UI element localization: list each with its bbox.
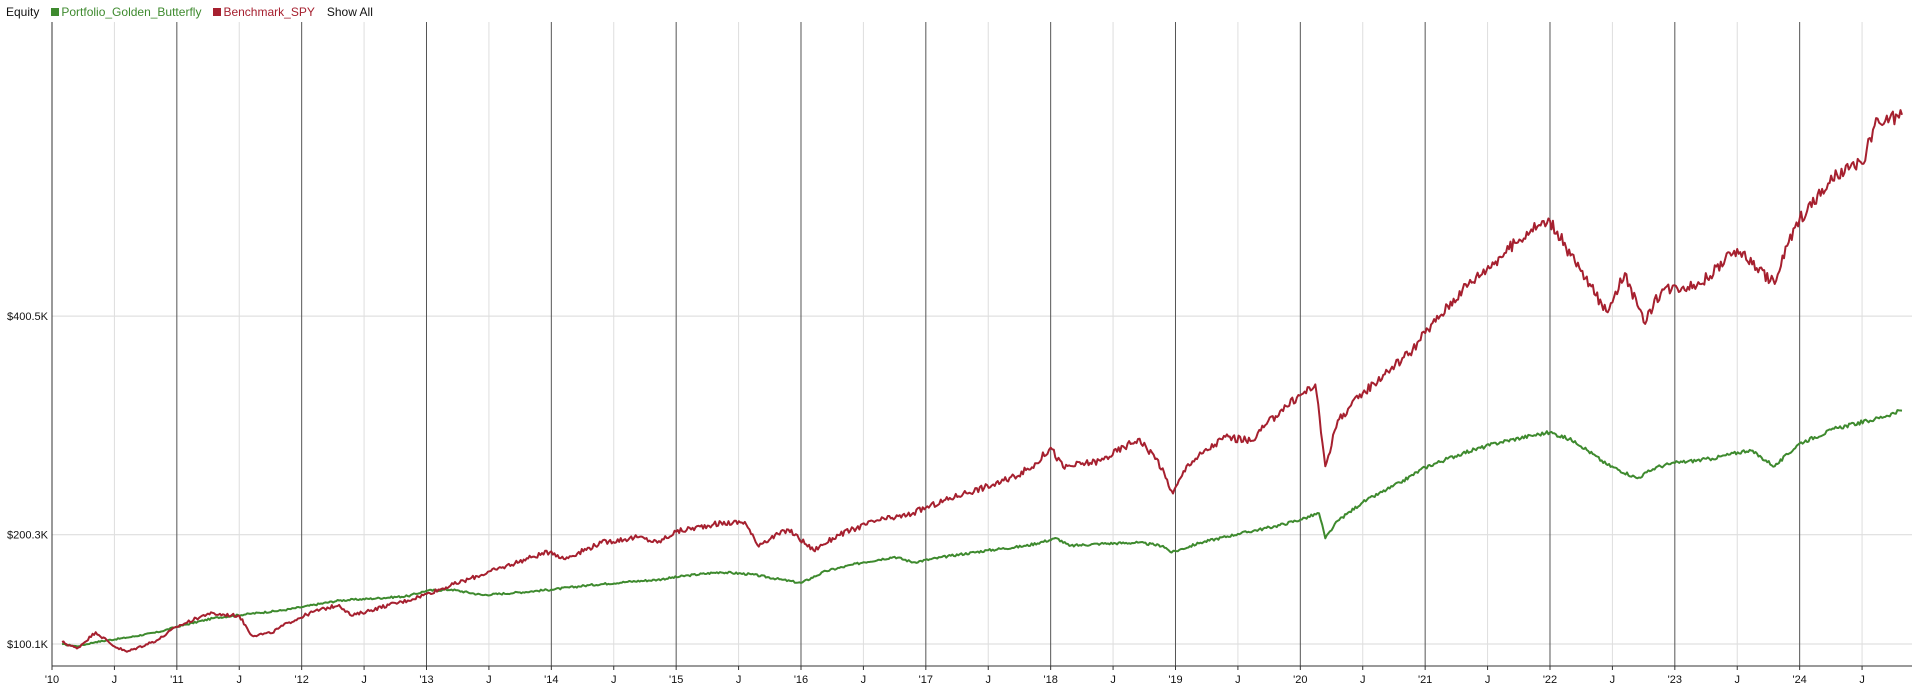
x-tick-label: '22 <box>1543 674 1557 686</box>
series-line-portfolio <box>61 409 1903 648</box>
x-tick-label: '10 <box>45 674 59 686</box>
x-tick-label: '13 <box>419 674 433 686</box>
x-tick-label: J <box>736 674 742 686</box>
legend-label-benchmark: Benchmark_SPY <box>223 5 315 19</box>
y-tick-label: $200.3K <box>7 530 49 542</box>
x-tick-label: J <box>1610 674 1616 686</box>
x-tick-label: J <box>861 674 867 686</box>
x-tick-label: '21 <box>1418 674 1432 686</box>
x-tick-label: '14 <box>544 674 558 686</box>
x-tick-label: J <box>1110 674 1116 686</box>
x-tick-label: '23 <box>1668 674 1682 686</box>
x-tick-label: '12 <box>294 674 308 686</box>
x-tick-label: J <box>236 674 242 686</box>
x-tick-label: J <box>361 674 367 686</box>
x-tick-label: J <box>1235 674 1241 686</box>
legend-item-benchmark[interactable]: Benchmark_SPY <box>213 5 315 19</box>
x-tick-label: '19 <box>1168 674 1182 686</box>
x-tick-label: J <box>112 674 118 686</box>
x-tick-label: J <box>611 674 617 686</box>
x-tick-label: '17 <box>919 674 933 686</box>
legend-title: Equity <box>6 5 40 19</box>
chart-axes <box>51 22 1912 670</box>
legend-label-portfolio: Portfolio_Golden_Butterfly <box>61 5 202 19</box>
y-tick-label: $100.1K <box>7 639 49 651</box>
x-tick-label: J <box>1360 674 1366 686</box>
series-line-benchmark <box>61 109 1903 653</box>
show-all-button[interactable]: Show All <box>326 5 373 19</box>
x-tick-label: J <box>1859 674 1865 686</box>
x-tick-label: '16 <box>794 674 808 686</box>
major-gridlines <box>51 22 1801 666</box>
x-tick-label: J <box>1485 674 1491 686</box>
legend-item-portfolio[interactable]: Portfolio_Golden_Butterfly <box>51 5 201 19</box>
series-layer <box>61 109 1903 653</box>
minor-gridlines <box>52 22 1912 666</box>
legend-swatch-benchmark <box>213 8 222 16</box>
x-tick-label: '15 <box>669 674 683 686</box>
chart-legend: Equity Portfolio_Golden_Butterfly Benchm… <box>6 4 373 20</box>
y-axis-tick-labels: $100.1K $200.3K $400.5K <box>7 311 49 651</box>
x-tick-label: J <box>486 674 492 686</box>
x-tick-label: '24 <box>1792 674 1806 686</box>
x-tick-label: '18 <box>1043 674 1057 686</box>
x-tick-label: J <box>1734 674 1740 686</box>
x-tick-label: '20 <box>1293 674 1307 686</box>
x-tick-label: '11 <box>170 674 184 686</box>
y-tick-label: $400.5K <box>7 311 49 323</box>
legend-swatch-portfolio <box>51 8 60 16</box>
x-axis-tick-labels: '10 J '11 J '12 J '13 J '14 J '15 J '16 J '17 J '18 J '19 J… <box>45 674 1865 686</box>
x-tick-label: J <box>985 674 991 686</box>
